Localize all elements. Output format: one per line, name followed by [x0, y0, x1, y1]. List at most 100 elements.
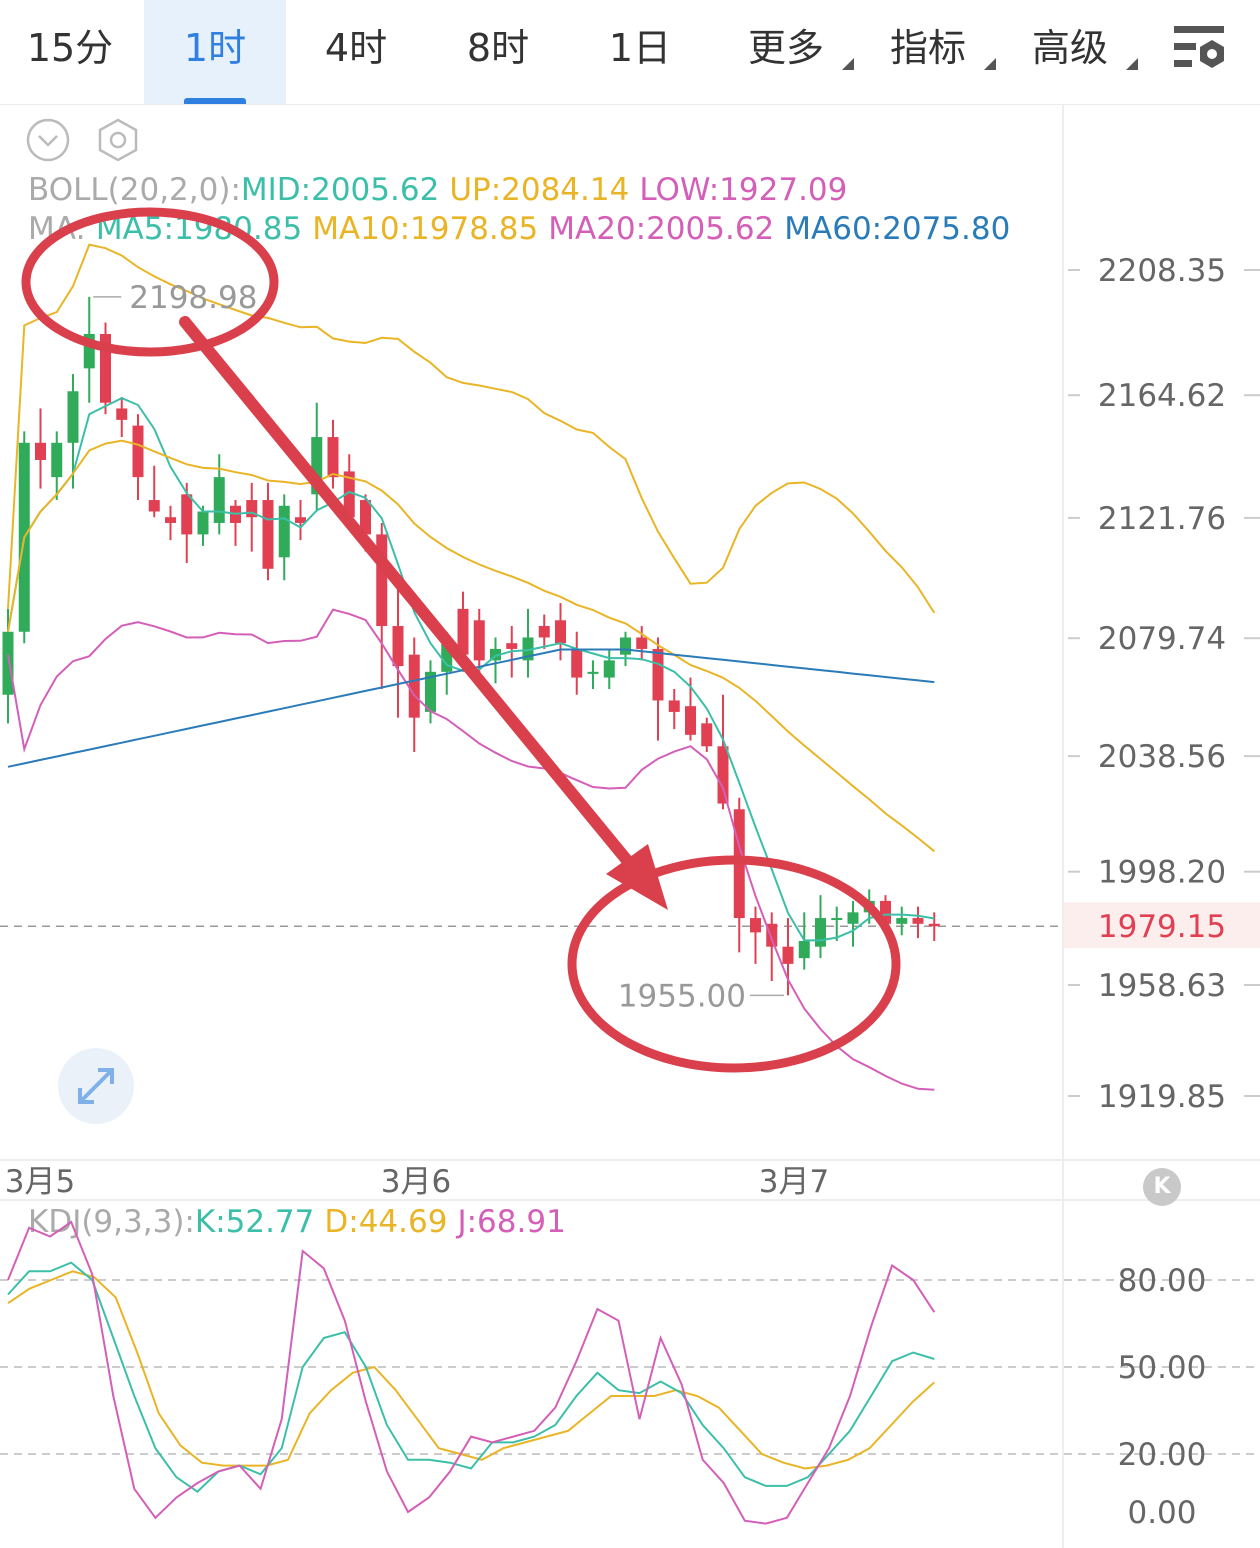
candle: [766, 923, 778, 947]
candle: [262, 500, 274, 569]
tab-advanced[interactable]: 高级: [1014, 0, 1138, 104]
boll-up: UP:2084.14: [449, 172, 630, 208]
candle: [213, 477, 225, 523]
x-axis-label: 3月5: [5, 1164, 75, 1200]
x-axis-label: 3月6: [381, 1164, 451, 1200]
candle: [425, 671, 436, 712]
ma60-value: MA60:2075.80: [784, 211, 1011, 247]
candle: [538, 626, 550, 638]
kdj-axis-label: 50.00: [1118, 1350, 1207, 1386]
candle: [35, 442, 46, 460]
candle: [83, 333, 95, 369]
x-axis-label: 3月7: [759, 1164, 829, 1200]
price-axis-label: 1958.63: [1098, 968, 1226, 1004]
low-price-label: 1955.00: [618, 978, 746, 1014]
kdj-axis-label: 0.00: [1127, 1495, 1196, 1531]
ma20-value: MA20:2005.62: [548, 211, 775, 247]
kdj-d-line: [7, 1270, 935, 1470]
candle: [408, 654, 420, 718]
tab-4h[interactable]: 4时: [324, 26, 388, 70]
candle: [571, 648, 583, 678]
candle: [473, 620, 485, 661]
candle: [327, 437, 339, 478]
boll-upper-line: [7, 243, 936, 614]
candle: [100, 333, 111, 403]
candle: [620, 637, 631, 655]
candle: [360, 500, 371, 535]
last-price-bg: [1064, 902, 1260, 949]
expand-arrows-icon: [78, 1068, 114, 1104]
kdj-axis-label: 80.00: [1118, 1263, 1207, 1299]
candle: [246, 500, 258, 518]
candle: [181, 494, 193, 535]
price-chart[interactable]: 2208.35 2164.62 2121.76 2079.74 2038.56 1998.…: [0, 104, 1260, 1548]
candle: [51, 442, 63, 478]
candle: [717, 746, 729, 804]
candle: [847, 912, 859, 924]
active-tab-indicator: [184, 98, 246, 104]
k-circle-icon[interactable]: K: [1143, 1168, 1181, 1206]
candle: [880, 900, 891, 924]
annotation-circle-high: [21, 207, 279, 357]
candle: [376, 534, 388, 627]
candle: [668, 700, 680, 712]
tab-1d[interactable]: 1日: [608, 26, 672, 70]
tab-8h[interactable]: 8时: [466, 26, 530, 70]
price-axis-label: 2038.56: [1098, 739, 1226, 775]
price-axis-label: 1919.85: [1098, 1079, 1226, 1115]
kdj-j-line: [7, 1220, 936, 1525]
candle: [522, 637, 534, 661]
boll-legend: BOLL(20,2,0):MID:2005.62 UP:2084.14 LOW:19…: [28, 172, 857, 208]
price-axis-label: 1998.20: [1098, 855, 1226, 891]
kdj-j: J:68.91: [457, 1204, 566, 1240]
dropdown-caret-icon: [842, 58, 854, 70]
boll-mid: MID:2005.62: [240, 172, 440, 208]
candle: [343, 471, 355, 518]
kdj-legend: KDJ(9,3,3):K:52.77 D:44.69 J:68.91: [28, 1204, 576, 1240]
kdj-name: KDJ(9,3,3):: [28, 1204, 195, 1240]
high-price-label: 2198.98: [129, 280, 257, 316]
chart-settings-icon[interactable]: [1168, 18, 1230, 80]
candle: [685, 706, 696, 735]
expand-chart-button[interactable]: [58, 1048, 134, 1124]
candle: [165, 517, 176, 523]
price-axis-label: 2208.35: [1098, 253, 1226, 289]
boll-low: LOW:1927.09: [639, 172, 848, 208]
candle: [928, 923, 940, 927]
dropdown-caret-icon: [1126, 58, 1138, 70]
candle: [441, 643, 453, 672]
candle: [148, 500, 160, 512]
candle: [67, 391, 79, 443]
hexagon-settings-icon[interactable]: [96, 118, 140, 162]
kdj-k-line: [7, 1261, 935, 1493]
candle: [116, 408, 128, 420]
kdj-k: K:52.77: [194, 1204, 315, 1240]
candle: [278, 505, 290, 558]
candle: [295, 517, 306, 523]
kdj-d: D:44.69: [324, 1204, 448, 1240]
candle: [750, 918, 761, 933]
price-axis-label: 2164.62: [1098, 378, 1226, 414]
tab-indicators[interactable]: 指标: [872, 0, 996, 104]
candle: [2, 631, 14, 695]
price-axis-label: 2121.76: [1098, 501, 1226, 537]
tab-more[interactable]: 更多: [730, 0, 854, 104]
chevron-down-circle-icon[interactable]: [26, 118, 70, 162]
candle: [490, 648, 501, 661]
candle: [197, 511, 209, 535]
candle: [652, 648, 664, 701]
annotation-circle-low: [567, 855, 901, 1073]
tab-1h[interactable]: 1时: [144, 0, 286, 104]
candle: [815, 918, 826, 947]
candle: [132, 425, 144, 478]
annotation-arrow-shaft: [179, 316, 636, 870]
ma20-line: [7, 439, 935, 853]
boll-name: BOLL(20,2,0):: [28, 172, 241, 208]
candle: [311, 437, 323, 495]
candle: [392, 626, 404, 667]
candle: [457, 608, 469, 655]
candle: [636, 637, 648, 649]
tab-15m[interactable]: 15分: [26, 26, 114, 70]
kdj-axis-label: 20.00: [1118, 1437, 1207, 1473]
price-axis-label: 2079.74: [1098, 621, 1226, 657]
